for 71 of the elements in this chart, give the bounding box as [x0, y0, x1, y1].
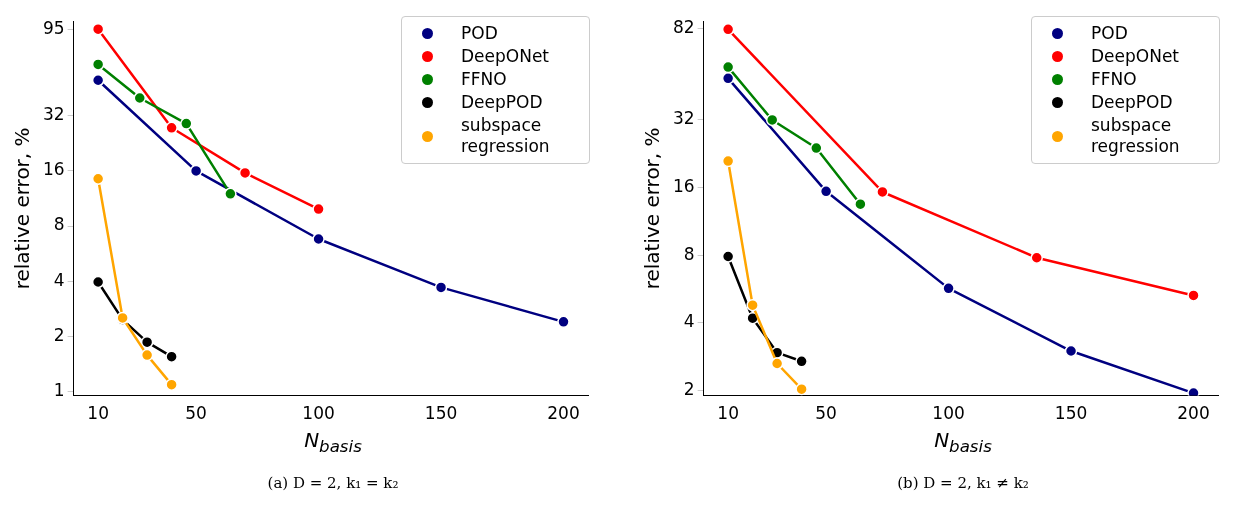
y-tick-label: 16: [42, 159, 65, 180]
point: [312, 202, 325, 216]
legend-label: subspace regression: [1091, 115, 1181, 157]
x-tick-label: 200: [547, 403, 580, 424]
point: [770, 357, 784, 370]
point: [165, 121, 178, 135]
y-tick-label: 2: [53, 324, 65, 345]
y-tick-label: 8: [53, 214, 65, 235]
y-tick-label: 8: [683, 243, 695, 264]
legend-label: DeepPOD: [1091, 92, 1173, 113]
point: [557, 315, 570, 329]
point: [312, 232, 325, 246]
point: [91, 73, 105, 87]
point: [721, 23, 735, 36]
point: [854, 197, 867, 211]
point: [819, 185, 833, 198]
y-axis-title: relative error, %: [640, 127, 665, 290]
x-tick-label: 150: [424, 403, 458, 424]
point: [1187, 289, 1200, 302]
y-tick-label: 4: [53, 269, 65, 290]
y-tick-label: 2: [683, 379, 695, 400]
legend-label: POD: [1091, 23, 1128, 44]
legend-label: subspace regression: [461, 115, 551, 157]
point: [238, 166, 252, 180]
point: [434, 281, 448, 294]
text: (b) D = 2, k₁ ≠ k₂: [896, 474, 1030, 492]
x-tick-label: 50: [815, 403, 837, 424]
point: [91, 275, 105, 289]
point: [765, 113, 779, 127]
y-tick-label: 1: [53, 379, 65, 400]
x-tick-label: 10: [717, 403, 739, 424]
x-axis-title: N$_{basis}$: [933, 428, 993, 456]
y-tick-label: 4: [683, 311, 695, 332]
y-tick-label: 32: [42, 104, 65, 125]
legend-label: POD: [461, 23, 498, 44]
y-tick-label: 95: [42, 17, 65, 38]
y-tick-label: 32: [672, 108, 695, 129]
x-tick-label: 200: [1177, 403, 1210, 424]
legend-label: DeepONet: [1091, 46, 1180, 67]
point: [810, 141, 823, 155]
point: [746, 298, 759, 312]
point: [721, 72, 735, 85]
point: [876, 185, 889, 199]
y-tick-label: 16: [672, 176, 695, 197]
y-axis-title: relative error, %: [10, 127, 35, 290]
point: [189, 164, 203, 178]
x-tick-label: 100: [302, 403, 335, 424]
legend-label: DeepONet: [461, 46, 550, 67]
legend-label: DeepPOD: [461, 92, 543, 113]
point: [140, 335, 154, 349]
point: [721, 154, 735, 168]
y-tick-label: 82: [672, 16, 695, 37]
x-tick-label: 50: [185, 403, 207, 424]
point: [1064, 344, 1078, 358]
x-tick-label: 150: [1054, 403, 1088, 424]
legend-label: FFNO: [1091, 69, 1137, 90]
point: [721, 60, 735, 74]
point: [133, 91, 147, 105]
legend-label: FFNO: [461, 69, 507, 90]
point: [721, 250, 735, 263]
point: [140, 348, 154, 362]
point: [224, 187, 237, 201]
text: (a) D = 2, k₁ = k₂: [266, 474, 400, 492]
point: [91, 22, 105, 36]
point: [91, 172, 105, 185]
point: [165, 378, 178, 391]
point: [795, 382, 808, 396]
x-tick-label: 10: [87, 403, 109, 424]
x-tick-label: 100: [932, 403, 965, 424]
point: [91, 58, 105, 71]
x-axis-title: N$_{basis}$: [303, 428, 363, 456]
